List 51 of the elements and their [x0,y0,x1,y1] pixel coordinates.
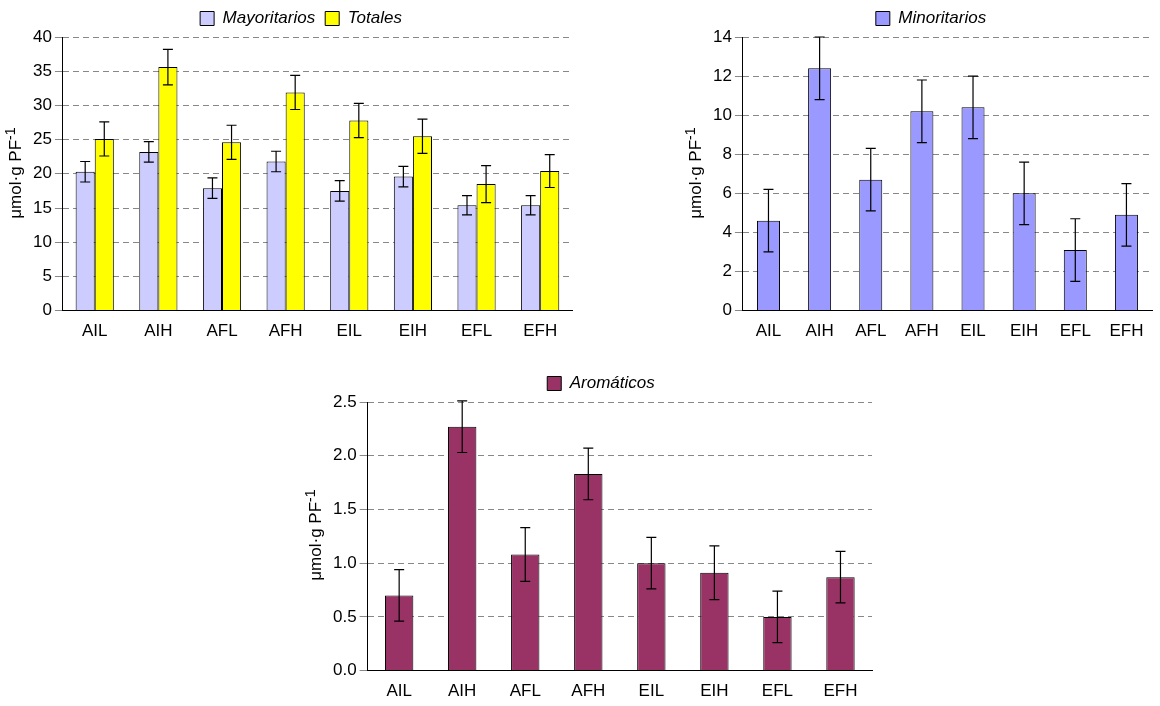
y-tick-label: 20 [32,163,52,183]
y-tick-label: 12 [712,65,732,85]
y-tick-label: 10 [712,104,732,124]
x-tick-label: EFH [823,681,858,701]
x-tick-label: EIH [1009,321,1039,341]
y-tick-label: 25 [32,129,52,149]
y-tick-label: 5 [42,266,52,286]
legend-label: Totales [347,8,403,28]
y-tick-label: 8 [722,143,732,163]
x-tick-label: AIH [448,681,477,701]
x-tick-label: AFH [904,321,939,341]
y-tick-label: 1.0 [332,552,357,572]
x-tick-label: AIH [805,321,834,341]
y-tick-label: 14 [712,26,732,46]
y-tick-label: 0.0 [332,660,357,680]
y-tick-label: 35 [32,60,52,80]
x-tick-label: EIH [700,681,729,701]
y-tick-label: 40 [32,26,52,46]
y-tick-label: 2.0 [332,445,357,465]
y-tick-label: 30 [32,95,52,115]
x-tick-label: AIL [755,321,782,341]
x-tick-label: EIL [638,681,665,701]
y-tick-label: 0 [722,300,732,320]
legend-label: Minoritarios [898,8,987,28]
y-tick-label: 0 [42,300,52,320]
y-tick-label: 0.5 [332,606,357,626]
x-tick-label: AFL [855,321,887,341]
y-tick-label: 4 [722,222,732,242]
x-tick-label: AIH [144,321,173,341]
x-tick-label: EFL [761,681,794,701]
y-tick-label: 1.5 [332,499,357,519]
x-tick-label: AFL [206,321,238,341]
x-tick-label: EFH [523,321,558,341]
x-tick-label: EIL [336,321,363,341]
x-tick-label: EFL [1059,321,1091,341]
y-tick-label: 2.5 [332,391,357,411]
y-tick-label: 6 [722,183,732,203]
x-tick-label: AFH [268,321,303,341]
x-tick-label: EFL [460,321,493,341]
y-tick-label: 15 [32,197,52,217]
x-tick-label: EIH [398,321,428,341]
x-tick-label: AIL [386,681,412,701]
x-tick-label: EFH [1109,321,1144,341]
x-tick-label: EIL [960,321,986,341]
x-tick-label: AFL [509,681,541,701]
legend-label: Mayoritarios [222,8,316,28]
x-tick-label: AIL [81,321,108,341]
y-tick-label: 2 [722,261,732,281]
x-tick-label: AFH [571,681,606,701]
y-tick-label: 10 [32,231,52,251]
legend-label: Aromáticos [568,373,656,393]
